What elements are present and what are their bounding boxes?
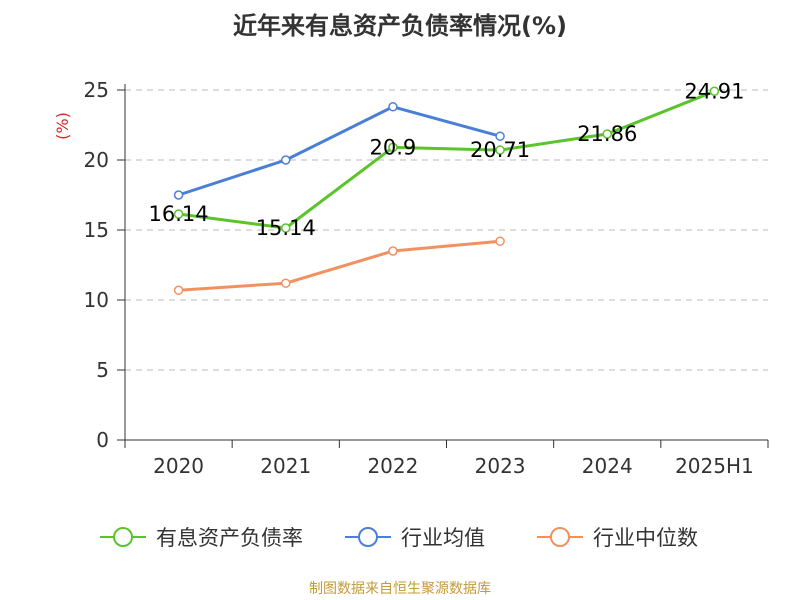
data-label-0: 16.14 xyxy=(149,202,209,226)
y-tick-label-1: 5 xyxy=(96,358,109,382)
legend-marker-1 xyxy=(358,527,378,547)
legend-label-2: 行业中位数 xyxy=(593,526,698,550)
series-2-point-1 xyxy=(281,278,291,288)
data-label-1: 15.14 xyxy=(256,216,316,240)
series-1-point-1 xyxy=(281,155,291,165)
series-2-point-0 xyxy=(173,285,184,295)
x-tick-label-3: 2023 xyxy=(475,454,526,478)
data-label-5: 24.91 xyxy=(684,79,744,103)
series-1-point-0 xyxy=(173,190,184,200)
series-2-point-3 xyxy=(495,236,505,246)
x-tick-label-2: 2022 xyxy=(367,454,418,478)
legend-marker-2 xyxy=(550,527,570,547)
series-0-point-1 xyxy=(281,223,291,233)
y-tick-label-2: 10 xyxy=(84,288,109,312)
series-0-point-2 xyxy=(388,142,398,153)
series-line-0 xyxy=(178,89,715,230)
series-line-1 xyxy=(178,105,501,197)
legend-marker-0 xyxy=(113,527,133,547)
y-tick-label-0: 0 xyxy=(96,428,109,452)
data-label-3: 20.71 xyxy=(470,138,530,162)
series-2-point-2 xyxy=(388,246,398,256)
series-1-point-2 xyxy=(388,102,398,112)
series-0-point-4 xyxy=(602,129,612,139)
y-tick-label-4: 20 xyxy=(84,148,109,172)
series-0-point-5 xyxy=(709,86,720,97)
x-tick-label-0: 2020 xyxy=(153,454,204,478)
source-note: 制图数据来自恒生聚源数据库 xyxy=(309,581,491,597)
series-0-point-0 xyxy=(173,209,184,219)
x-tick-label-4: 2024 xyxy=(582,454,633,478)
y-axis-label: (%) xyxy=(53,112,72,140)
series-0-point-3 xyxy=(495,145,505,155)
series-line-2 xyxy=(178,239,501,292)
chart-title: 近年来有息资产负债率情况(%) xyxy=(233,12,567,40)
x-tick-label-5: 2025H1 xyxy=(675,454,754,478)
series-1-point-3 xyxy=(495,131,505,141)
y-tick-label-3: 15 xyxy=(84,218,109,242)
x-tick-label-1: 2021 xyxy=(260,454,311,478)
data-label-4: 21.86 xyxy=(577,122,637,146)
legend-label-0: 有息资产负债率 xyxy=(156,526,303,550)
y-tick-label-5: 25 xyxy=(84,78,109,102)
legend-label-1: 行业均值 xyxy=(401,526,485,550)
data-label-2: 20.9 xyxy=(370,135,417,159)
